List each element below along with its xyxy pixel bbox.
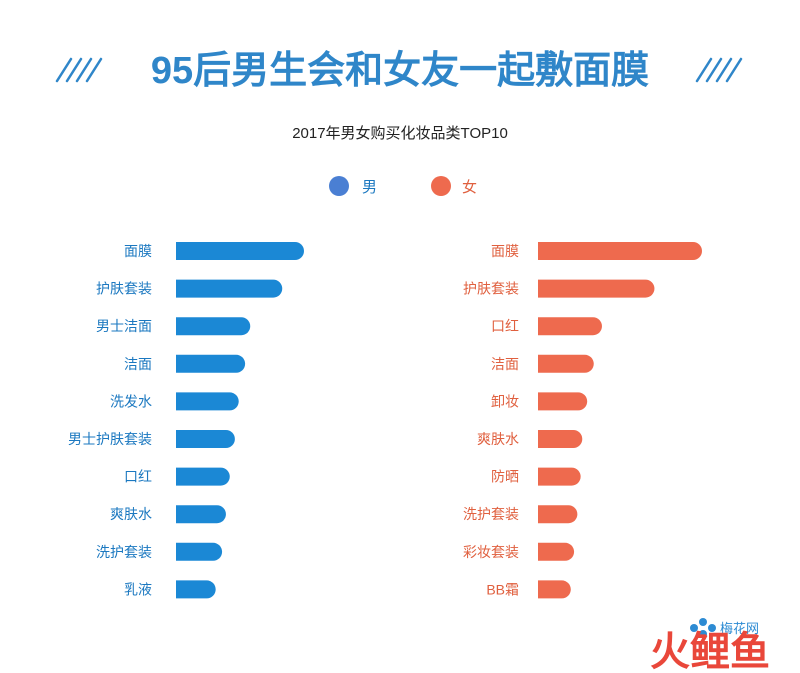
male-bar xyxy=(176,317,251,336)
female-bar xyxy=(538,354,594,373)
male-bar xyxy=(176,580,216,599)
female-category-label: 彩妆套装 xyxy=(463,544,519,560)
watermark-text: 火鲤鱼 xyxy=(650,630,770,673)
male-bar xyxy=(176,430,235,448)
female-bar xyxy=(538,392,588,411)
male-bar xyxy=(176,505,226,524)
male-category-label: 乳液 xyxy=(124,581,152,597)
male-bar xyxy=(176,392,239,411)
female-bar xyxy=(538,580,571,599)
male-category-label: 面膜 xyxy=(124,243,152,259)
female-category-label: 防晒 xyxy=(491,469,519,485)
male-bar xyxy=(176,279,283,298)
male-bar xyxy=(176,242,304,260)
slash-decoration-left xyxy=(55,57,103,83)
male-bar xyxy=(176,542,223,561)
legend-label-female: 女 xyxy=(462,178,477,196)
legend: 男 女 xyxy=(329,176,477,196)
female-bar xyxy=(538,542,575,561)
female-category-label: 爽肤水 xyxy=(477,431,519,447)
male-category-label: 洗护套装 xyxy=(96,544,152,560)
watermark: 梅花网 火鲤鱼 xyxy=(650,618,770,673)
watermark-logo-text: 梅花网 xyxy=(720,621,759,636)
female-category-label: 卸妆 xyxy=(491,393,519,409)
female-bar xyxy=(538,242,702,260)
legend-label-male: 男 xyxy=(362,179,377,196)
legend-dot-female xyxy=(431,176,451,196)
male-category-label: 口红 xyxy=(124,469,152,485)
female-category-label: BB霜 xyxy=(486,581,519,597)
female-bar xyxy=(538,505,578,524)
female-bar xyxy=(538,467,581,486)
female-category-label: 洗护套装 xyxy=(463,506,519,522)
male-category-label: 洗发水 xyxy=(110,393,152,409)
legend-dot-male xyxy=(329,176,349,196)
female-category-label: 面膜 xyxy=(491,243,519,259)
male-category-label: 男士护肤套装 xyxy=(68,431,152,447)
male-category-label: 洁面 xyxy=(124,356,152,372)
female-bar xyxy=(538,279,655,298)
male-category-label: 护肤套装 xyxy=(96,281,152,297)
meihua-logo-icon xyxy=(690,618,716,638)
male-bar xyxy=(176,354,246,373)
chart-subtitle: 2017年男女购买化妆品类TOP10 xyxy=(292,124,508,142)
male-bar xyxy=(176,467,230,486)
female-bar xyxy=(538,317,602,336)
female-bar xyxy=(538,430,583,448)
chart-title: 95后男生会和女友一起敷面膜 xyxy=(151,49,649,92)
female-category-label: 护肤套装 xyxy=(463,281,519,297)
female-category-label: 洁面 xyxy=(491,356,519,372)
female-category-label: 口红 xyxy=(491,318,519,334)
slash-decoration-right xyxy=(695,57,743,83)
male-category-label: 男士洁面 xyxy=(96,318,152,334)
male-category-label: 爽肤水 xyxy=(110,506,152,522)
